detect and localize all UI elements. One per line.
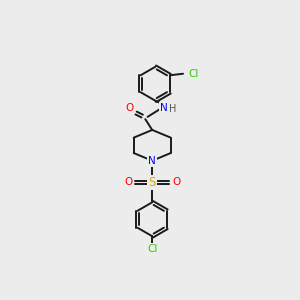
- Text: Cl: Cl: [188, 69, 199, 79]
- Text: O: O: [126, 103, 134, 112]
- Text: S: S: [148, 176, 156, 189]
- Text: O: O: [124, 177, 133, 187]
- Text: H: H: [169, 104, 177, 114]
- Text: N: N: [148, 156, 156, 166]
- Text: N: N: [160, 103, 168, 112]
- Text: O: O: [172, 177, 180, 187]
- Text: Cl: Cl: [147, 244, 158, 254]
